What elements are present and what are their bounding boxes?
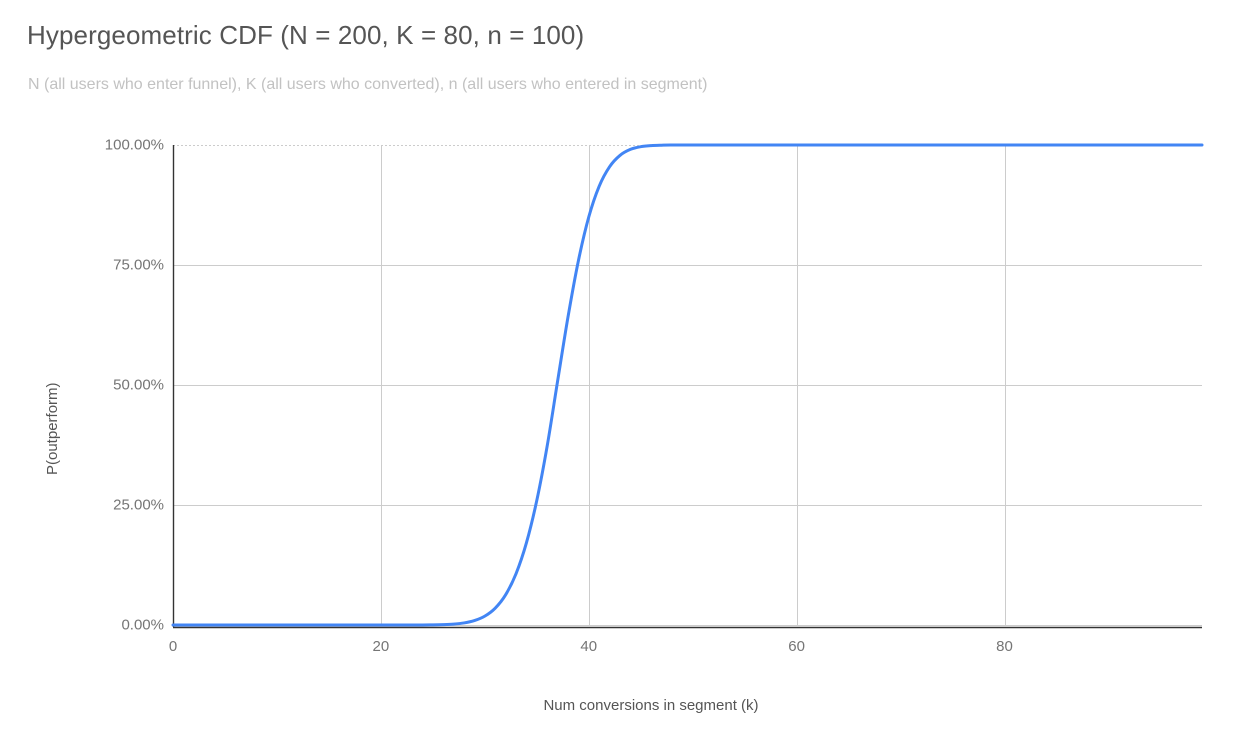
x-axis-tick-label: 60 bbox=[788, 638, 805, 655]
horizontal-gridlines bbox=[173, 145, 1202, 626]
y-axis-tick-label: 75.00% bbox=[113, 256, 164, 274]
x-axis-tick-label: 80 bbox=[996, 638, 1013, 655]
x-axis-title: Num conversions in segment (k) bbox=[543, 697, 759, 714]
y-axis-tick-label: 25.00% bbox=[113, 496, 164, 514]
cdf-curve bbox=[171, 143, 1204, 627]
y-axis-title: P(outperform) bbox=[44, 382, 61, 475]
y-axis-tick-label: 0.00% bbox=[121, 616, 164, 634]
x-axis-tick-label: 40 bbox=[580, 638, 598, 655]
chart-subtitle: N (all users who enter funnel), K (all u… bbox=[28, 76, 708, 93]
x-axis-tick-label: 20 bbox=[372, 638, 390, 655]
y-axis-tick-label: 50.00% bbox=[113, 376, 164, 394]
chart-title: Hypergeometric CDF (N = 200, K = 80, n =… bbox=[27, 20, 585, 50]
x-axis-tick-label: 0 bbox=[168, 638, 178, 655]
y-axis-tick-label: 100.00% bbox=[104, 136, 164, 154]
vertical-gridlines bbox=[381, 145, 1006, 625]
